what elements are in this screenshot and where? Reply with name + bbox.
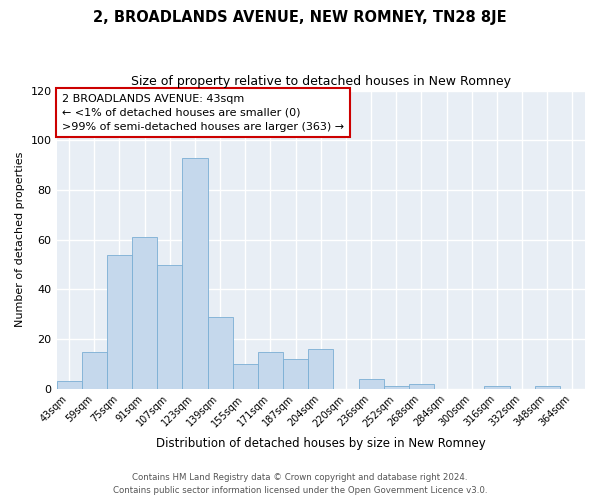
Bar bbox=[359, 379, 383, 389]
X-axis label: Distribution of detached houses by size in New Romney: Distribution of detached houses by size … bbox=[156, 437, 485, 450]
Bar bbox=[258, 352, 283, 389]
Bar bbox=[409, 384, 434, 389]
Bar bbox=[484, 386, 509, 389]
Text: 2 BROADLANDS AVENUE: 43sqm
← <1% of detached houses are smaller (0)
>99% of semi: 2 BROADLANDS AVENUE: 43sqm ← <1% of deta… bbox=[62, 94, 344, 132]
Bar bbox=[283, 359, 308, 389]
Bar bbox=[132, 237, 157, 389]
Bar bbox=[383, 386, 409, 389]
Bar bbox=[82, 352, 107, 389]
Bar bbox=[308, 349, 334, 389]
Text: Contains HM Land Registry data © Crown copyright and database right 2024.
Contai: Contains HM Land Registry data © Crown c… bbox=[113, 473, 487, 495]
Text: 2, BROADLANDS AVENUE, NEW ROMNEY, TN28 8JE: 2, BROADLANDS AVENUE, NEW ROMNEY, TN28 8… bbox=[93, 10, 507, 25]
Bar bbox=[182, 158, 208, 389]
Bar bbox=[107, 254, 132, 389]
Title: Size of property relative to detached houses in New Romney: Size of property relative to detached ho… bbox=[131, 75, 511, 88]
Y-axis label: Number of detached properties: Number of detached properties bbox=[15, 152, 25, 328]
Bar bbox=[535, 386, 560, 389]
Bar bbox=[208, 316, 233, 389]
Bar bbox=[233, 364, 258, 389]
Bar bbox=[56, 382, 82, 389]
Bar bbox=[157, 264, 182, 389]
